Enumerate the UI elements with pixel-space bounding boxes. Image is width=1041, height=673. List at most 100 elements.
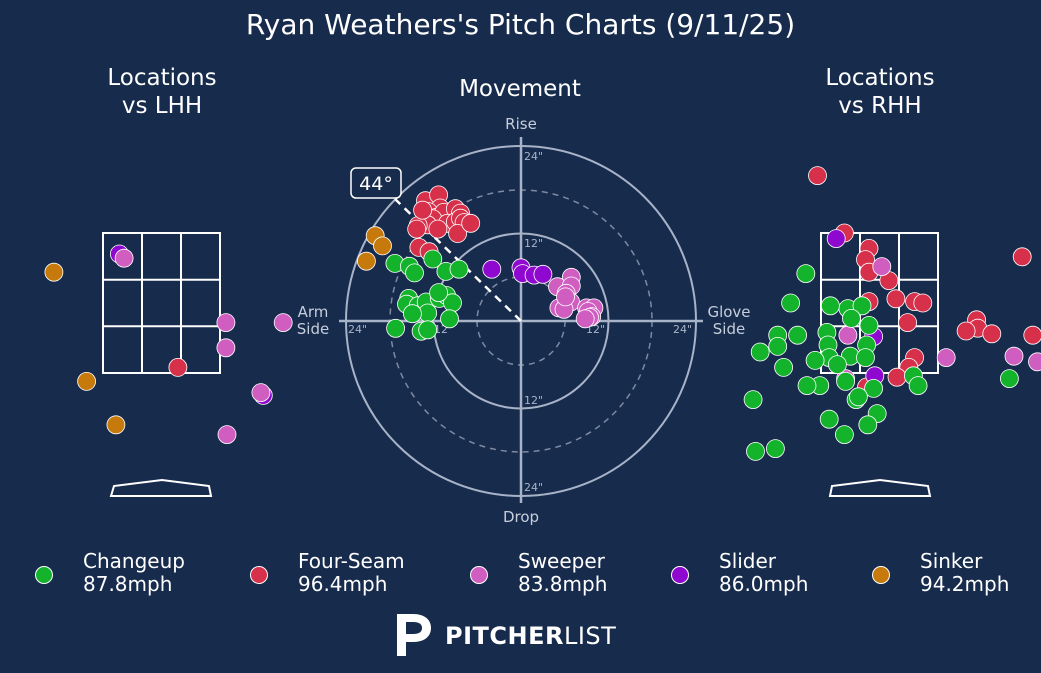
movement-point-four-seam [461, 213, 481, 233]
movement-point-four-seam [407, 219, 427, 239]
pitch-point-four-seam [808, 166, 827, 186]
pitch-point-changeup [821, 296, 840, 316]
movement-point-changeup [429, 283, 449, 303]
pitcherlist-logo-icon [397, 614, 431, 656]
pitch-point-sweeper [217, 425, 237, 445]
pitch-point-changeup [797, 376, 817, 396]
pitch-point-changeup [908, 376, 928, 396]
rhh-home-plate [828, 478, 932, 497]
ring-label: 24" [524, 481, 543, 494]
locations-lhh-title: Locations vs LHH [62, 64, 262, 120]
ring-label: 24" [348, 323, 367, 336]
legend-pitch-name: Four-Seam [298, 549, 405, 573]
arm-side-label-1: Arm [298, 303, 329, 321]
pitch-point-sinker [106, 415, 126, 435]
movement-point-changeup [449, 259, 469, 279]
chart-title: Ryan Weathers's Pitch Charts (9/11/25) [245, 8, 796, 41]
drop-label: Drop [503, 508, 539, 526]
movement-point-changeup [405, 263, 424, 283]
arm-side-label-2: Side [297, 320, 329, 338]
ring-label: 12" [524, 394, 543, 407]
pitch-point-changeup [743, 390, 763, 410]
legend-pitch-name: Sinker [920, 549, 983, 573]
pitcherlist-logo: PITCHERLIST [393, 612, 633, 658]
pitch-point-sinker [77, 371, 96, 391]
pitch-point-four-seam [898, 313, 917, 333]
legend-pitch-speed: 86.0mph [719, 572, 809, 596]
movement-point-changeup [402, 304, 422, 324]
pitch-point-four-seam [887, 367, 907, 387]
pitch-point-slider [826, 229, 846, 249]
legend-pitch-speed: 96.4mph [298, 572, 388, 596]
pitch-point-four-seam [886, 289, 906, 309]
ring-label: 12" [524, 237, 543, 250]
pitch-point-four-seam [982, 324, 1002, 344]
pitch-point-changeup [746, 441, 765, 461]
pitch-point-changeup [750, 342, 770, 362]
pitch-point-changeup [788, 325, 807, 345]
rhh-pitch-points [743, 166, 1041, 461]
pitch-point-changeup [796, 264, 816, 284]
legend-label: Four-Seam 96.4mph [298, 550, 405, 596]
legend-pitch-speed: 94.2mph [920, 572, 1010, 596]
lhh-pitch-points [44, 244, 293, 445]
movement-point-sinker [356, 251, 376, 271]
glove-side-label-1: Glove [707, 303, 750, 321]
ring-label: 24" [673, 323, 692, 336]
pitch-point-changeup [864, 378, 883, 398]
movement-point-changeup [418, 320, 438, 340]
pitch-point-sweeper [1004, 346, 1024, 366]
movement-point-four-seam [428, 219, 448, 239]
legend-swatch [671, 566, 689, 584]
movement-point-slider [482, 259, 502, 279]
movement-point-changeup [423, 249, 443, 269]
pitch-point-four-seam [1012, 247, 1032, 267]
pitch-point-four-seam [168, 357, 188, 377]
glove-side-label-2: Side [713, 320, 745, 338]
pitch-point-sinker [44, 262, 64, 282]
pitch-point-changeup [842, 308, 861, 328]
movement-point-changeup [386, 318, 406, 338]
rhh-title-text: Locations vs RHH [825, 65, 935, 119]
movement-pitch-points [356, 185, 604, 341]
pitch-point-sweeper [872, 257, 892, 277]
legend-swatch [872, 566, 890, 584]
movement-point-four-seam [413, 200, 433, 220]
legend-swatch [470, 566, 488, 584]
pitch-point-changeup [781, 293, 800, 313]
lhh-strike-zone [102, 232, 221, 374]
movement-point-sweeper [556, 287, 575, 307]
pitch-point-sweeper [216, 338, 236, 358]
pitch-point-four-seam [956, 321, 976, 341]
locations-rhh-title: Locations vs RHH [780, 64, 980, 120]
pitch-point-sweeper [838, 325, 858, 345]
legend-label: Sinker 94.2mph [920, 550, 1009, 596]
pitch-point-four-seam [1023, 325, 1041, 345]
pitch-point-changeup [768, 336, 788, 356]
logo-bold-text: PITCHER [445, 622, 564, 650]
arm-angle-text: 44° [359, 173, 393, 195]
legend-pitch-name: Slider [719, 549, 777, 573]
pitch-point-sweeper [216, 313, 236, 333]
lhh-home-plate [109, 478, 213, 497]
movement-ring-labels: 24" 12" 12" 24" 24" 24" 12" 12" [348, 150, 692, 494]
legend-pitch-speed: 87.8mph [83, 572, 173, 596]
pitch-point-changeup [774, 357, 793, 377]
pitch-point-four-seam [913, 293, 933, 313]
pitch-charts-canvas: 24" 12" 12" 24" 24" 24" 12" 12" Rise Dro… [44, 115, 1041, 526]
legend-label: Changeup 87.8mph [83, 550, 185, 596]
legend-pitch-name: Sweeper [518, 549, 605, 573]
pitch-point-sweeper [114, 248, 134, 268]
pitch-point-sweeper [1028, 352, 1041, 372]
pitch-point-sweeper [936, 348, 956, 368]
pitch-point-changeup [856, 348, 875, 368]
pitch-point-changeup [859, 315, 879, 335]
pitch-point-changeup [805, 350, 825, 370]
pitch-point-changeup [858, 415, 878, 435]
pitch-point-changeup [819, 409, 839, 429]
logo-light-text: LIST [563, 622, 617, 650]
pitch-point-changeup [828, 355, 847, 375]
pitch-point-changeup [849, 387, 868, 407]
pitch-point-changeup [766, 439, 785, 459]
movement-point-sweeper [575, 309, 595, 329]
